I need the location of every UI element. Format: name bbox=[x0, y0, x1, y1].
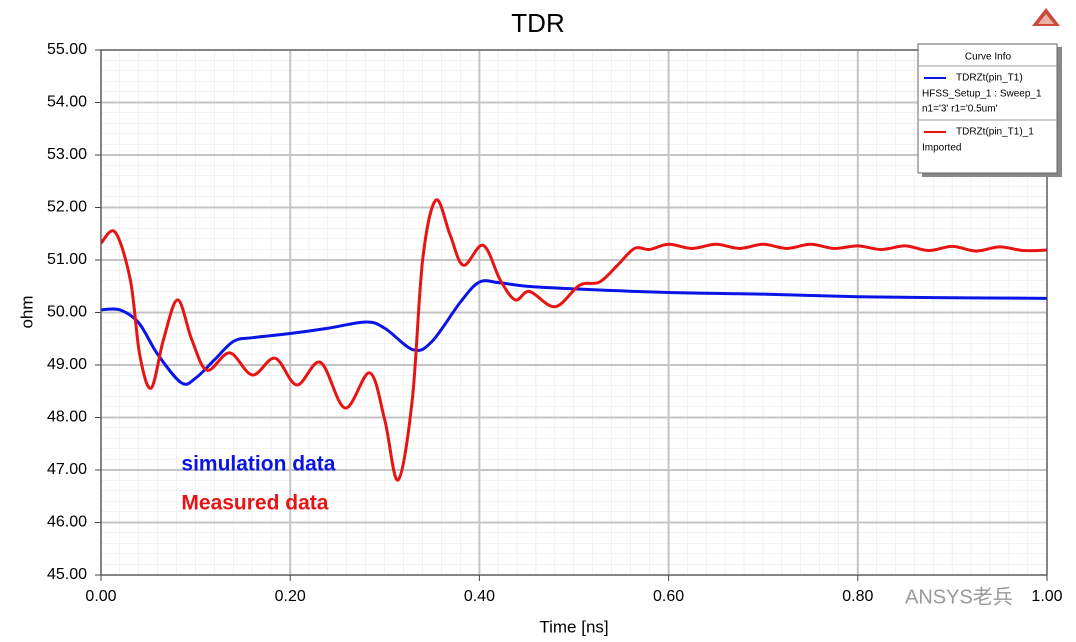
x-tick-label: 0.80 bbox=[842, 588, 873, 605]
y-tick-label: 53.00 bbox=[47, 146, 87, 163]
legend: Curve Info TDRZt(pin_T1) HFSS_Setup_1 : S… bbox=[917, 43, 1062, 177]
legend-source: n1='3' r1='0.5um' bbox=[922, 104, 998, 115]
y-tick-label: 50.00 bbox=[47, 304, 87, 321]
y-tick-label: 45.00 bbox=[47, 566, 87, 583]
legend-title: Curve Info bbox=[965, 52, 1012, 63]
data-line bbox=[100, 279, 1048, 386]
y-tick-label: 49.00 bbox=[47, 356, 87, 373]
legend-label: TDRZt(pin_T1)_1 bbox=[956, 127, 1034, 138]
x-tick-label: 0.40 bbox=[464, 588, 495, 605]
y-tick-label: 48.00 bbox=[47, 409, 87, 426]
y-tick-label: 46.00 bbox=[47, 514, 87, 531]
watermark: ANSYS老兵 bbox=[905, 585, 1013, 608]
y-tick-label: 47.00 bbox=[47, 461, 87, 478]
x-axis-label: Time [ns] bbox=[539, 617, 608, 636]
x-tick-label: 0.60 bbox=[653, 588, 684, 605]
logo bbox=[1032, 8, 1060, 26]
data-line bbox=[99, 198, 1048, 482]
annotation: Measured data bbox=[181, 492, 328, 515]
x-tick-label: 0.00 bbox=[85, 588, 116, 605]
legend-source: Imported bbox=[922, 143, 961, 154]
x-tick-label: 1.00 bbox=[1031, 588, 1062, 605]
y-tick-label: 52.00 bbox=[47, 199, 87, 216]
x-tick-label: 0.20 bbox=[275, 588, 306, 605]
y-tick-label: 51.00 bbox=[47, 251, 87, 268]
legend-source: HFSS_Setup_1 : Sweep_1 bbox=[922, 89, 1042, 100]
annotation: simulation data bbox=[181, 452, 335, 475]
chart-title: TDR bbox=[511, 8, 564, 38]
legend-label: TDRZt(pin_T1) bbox=[956, 73, 1023, 84]
y-tick-label: 54.00 bbox=[47, 94, 87, 111]
y-axis-label: ohm bbox=[17, 295, 36, 328]
y-tick-label: 55.00 bbox=[47, 41, 87, 58]
